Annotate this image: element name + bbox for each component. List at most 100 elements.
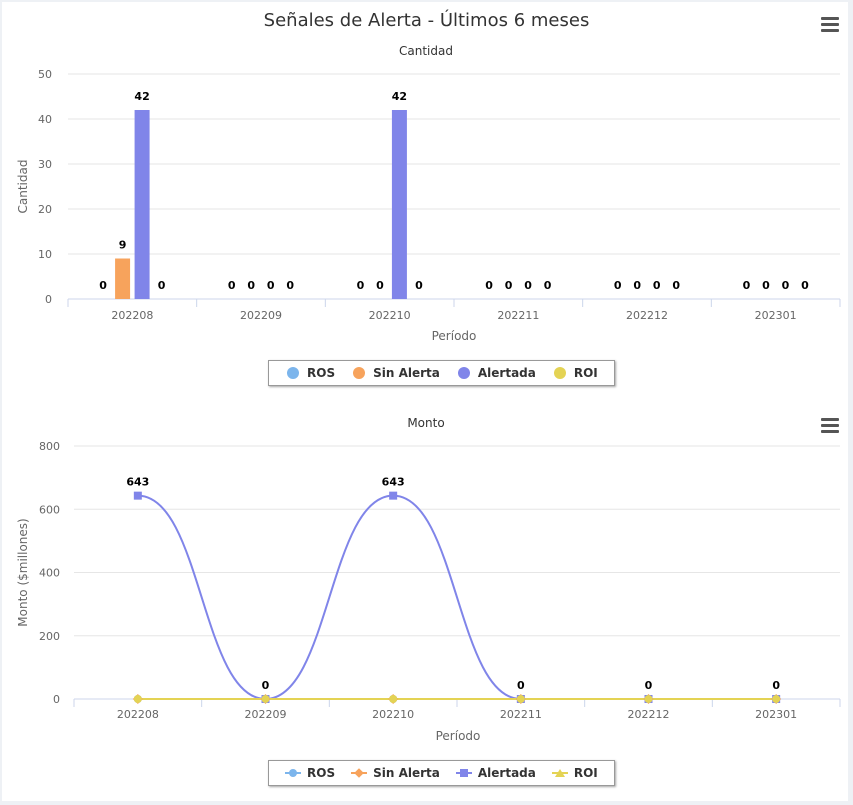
data-label: 0: [614, 279, 622, 292]
chart1-y-axis-title: Cantidad: [16, 160, 30, 214]
legend-symbol-icon: [551, 767, 568, 779]
data-label: 0: [357, 279, 365, 292]
data-label: 0: [228, 279, 236, 292]
data-label: 0: [544, 279, 552, 292]
legend-symbol-icon: [351, 367, 367, 379]
chart2-title: Monto: [407, 416, 444, 430]
chart1-legend: ROS Sin Alerta Alertada ROI: [268, 360, 615, 386]
data-label: 42: [134, 90, 149, 103]
legend-item-roi[interactable]: ROI: [552, 366, 598, 380]
legend-item-sin-alerta[interactable]: Sin Alerta: [351, 366, 440, 380]
data-label: 42: [392, 90, 407, 103]
chart1-title: Cantidad: [399, 44, 453, 58]
x-tick-label: 202210: [372, 708, 414, 721]
data-label: 0: [247, 279, 255, 292]
data-label: 0: [762, 279, 770, 292]
bar-sin-alerta: [115, 258, 131, 299]
hamburger-icon: [821, 418, 839, 421]
x-tick-label: 202212: [626, 309, 668, 322]
chart1-x-axis-title: Período: [432, 329, 477, 343]
chart2-y-axis-title: Monto ($millones): [16, 518, 30, 626]
legend-symbol-icon: [455, 767, 472, 779]
legend-label: ROS: [307, 366, 336, 380]
legend-label: ROI: [573, 366, 598, 380]
page-title: Señales de Alerta - Últimos 6 meses: [263, 10, 590, 31]
y-tick-label: 10: [38, 248, 52, 261]
legend-label: Sin Alerta: [373, 366, 440, 380]
y-tick-label: 600: [39, 503, 60, 516]
marker-alertada: [389, 491, 398, 500]
chart2-x-axis-title: Período: [436, 729, 481, 743]
data-label: 0: [772, 679, 780, 692]
data-label: 0: [645, 679, 653, 692]
y-tick-label: 40: [38, 113, 52, 126]
bar-alertada: [134, 110, 150, 299]
data-label: 0: [158, 279, 166, 292]
x-tick-label: 202211: [497, 309, 539, 322]
legend-label: ROS: [307, 766, 336, 780]
data-label: 0: [743, 279, 751, 292]
legend-label: Sin Alerta: [373, 766, 440, 780]
y-tick-label: 50: [38, 68, 52, 81]
data-label: 9: [119, 239, 127, 252]
y-tick-label: 0: [53, 693, 60, 706]
chart2-legend: ROS Sin Alerta Alertada ROI: [268, 760, 615, 786]
y-tick-label: 0: [45, 293, 52, 306]
data-label: 0: [99, 279, 107, 292]
data-label: 0: [517, 679, 525, 692]
marker-alertada: [133, 491, 142, 500]
marker-roi: [133, 695, 142, 703]
marker-roi: [516, 695, 525, 703]
legend-label: Alertada: [477, 366, 536, 380]
data-label: 0: [524, 279, 532, 292]
y-tick-label: 800: [39, 440, 60, 453]
legend-label: ROI: [573, 766, 598, 780]
legend-item-ros[interactable]: ROS: [285, 366, 335, 380]
x-tick-label: 202208: [111, 309, 153, 322]
hamburger-icon: [821, 17, 839, 20]
marker-roi: [772, 695, 781, 703]
x-tick-label: 202301: [755, 309, 797, 322]
y-tick-label: 30: [38, 158, 52, 171]
legend-item-roi[interactable]: ROI: [551, 766, 598, 780]
legend-symbol-icon: [552, 367, 568, 379]
legend-symbol-icon: [351, 767, 368, 779]
x-tick-label: 202212: [628, 708, 670, 721]
legend-item-alertada[interactable]: Alertada: [456, 366, 536, 380]
data-label: 0: [782, 279, 790, 292]
data-label: 0: [485, 279, 493, 292]
data-label: 0: [415, 279, 423, 292]
data-label: 0: [653, 279, 661, 292]
data-label: 0: [505, 279, 513, 292]
chart1-menu-button[interactable]: [821, 17, 839, 33]
data-label: 0: [633, 279, 641, 292]
data-label: 643: [126, 476, 149, 489]
data-label: 0: [672, 279, 680, 292]
x-tick-label: 202211: [500, 708, 542, 721]
marker-roi: [261, 695, 270, 703]
x-tick-label: 202301: [755, 708, 797, 721]
chart2-menu-button[interactable]: [821, 418, 839, 434]
legend-item-sin-alerta[interactable]: Sin Alerta: [351, 766, 440, 780]
bar-alertada: [391, 110, 407, 299]
data-label: 0: [376, 279, 384, 292]
data-label: 0: [262, 679, 270, 692]
legend-item-alertada[interactable]: Alertada: [455, 766, 536, 780]
legend-symbol-icon: [285, 367, 301, 379]
series-line-alertada: [137, 494, 777, 701]
y-tick-label: 400: [39, 567, 60, 580]
y-tick-label: 200: [39, 630, 60, 643]
legend-item-ros[interactable]: ROS: [285, 766, 335, 780]
legend-symbol-icon: [285, 767, 301, 779]
x-tick-label: 202209: [240, 309, 282, 322]
marker-roi: [644, 695, 653, 703]
x-tick-label: 202210: [369, 309, 411, 322]
x-tick-label: 202208: [117, 708, 159, 721]
legend-label: Alertada: [477, 766, 536, 780]
legend-symbol-icon: [456, 367, 472, 379]
data-label: 0: [267, 279, 275, 292]
data-label: 0: [286, 279, 294, 292]
x-tick-label: 202209: [245, 708, 287, 721]
data-label: 0: [801, 279, 809, 292]
